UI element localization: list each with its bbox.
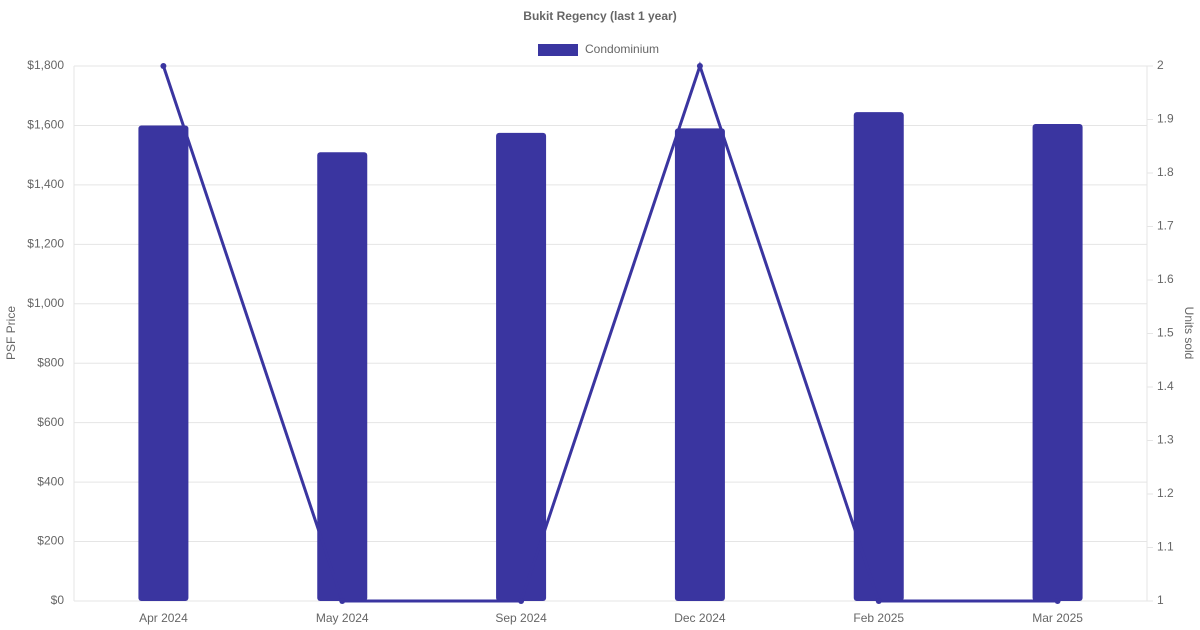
y2-tick-label: 1.4: [1157, 379, 1174, 393]
y2-tick-label: 1.6: [1157, 272, 1174, 286]
legend-swatch: [538, 44, 578, 56]
bar: [853, 112, 904, 601]
legend-label: Condominium: [585, 42, 659, 56]
point: [518, 598, 525, 604]
y-tick-label: $1,800: [27, 58, 64, 72]
y2-tick-label: 1.1: [1157, 540, 1174, 554]
bar: [674, 128, 725, 601]
y-tick-label: $400: [37, 474, 64, 488]
y2-tick-label: 1.5: [1157, 326, 1174, 340]
y2-tick-label: 2: [1157, 58, 1164, 72]
bar: [138, 125, 189, 601]
y-tick-label: $1,600: [27, 118, 64, 132]
x-tick-label: Mar 2025: [1032, 611, 1083, 625]
y-tick-label: $1,200: [27, 237, 64, 251]
point: [160, 63, 167, 69]
point: [875, 598, 882, 604]
x-tick-label: Feb 2025: [853, 611, 904, 625]
point: [339, 598, 346, 604]
y-tick-label: $1,000: [27, 296, 64, 310]
y-axis-title: PSF Price: [4, 306, 18, 360]
bar: [317, 152, 368, 601]
x-tick-label: Dec 2024: [674, 611, 726, 625]
y-tick-label: $800: [37, 355, 64, 369]
y2-axis-title: Units sold: [1182, 307, 1196, 360]
y-tick-label: $600: [37, 415, 64, 429]
bar: [1032, 123, 1083, 601]
y2-tick-label: 1.7: [1157, 219, 1174, 233]
y2-tick-label: 1.3: [1157, 433, 1174, 447]
x-tick-label: Sep 2024: [495, 611, 547, 625]
point: [1054, 598, 1061, 604]
y-tick-label: $0: [51, 593, 65, 607]
point: [696, 63, 703, 69]
y2-tick-label: 1.9: [1157, 112, 1174, 126]
y-tick-label: $200: [37, 534, 64, 548]
y2-tick-label: 1.8: [1157, 165, 1174, 179]
chart-title: Bukit Regency (last 1 year): [523, 9, 676, 23]
x-tick-label: Apr 2024: [139, 611, 188, 625]
y2-tick-label: 1.2: [1157, 486, 1174, 500]
line: [161, 61, 1058, 603]
x-tick-label: May 2024: [316, 611, 369, 625]
bar: [496, 132, 547, 601]
y-tick-label: $1,400: [27, 177, 64, 191]
y2-tick-label: 1: [1157, 593, 1164, 607]
